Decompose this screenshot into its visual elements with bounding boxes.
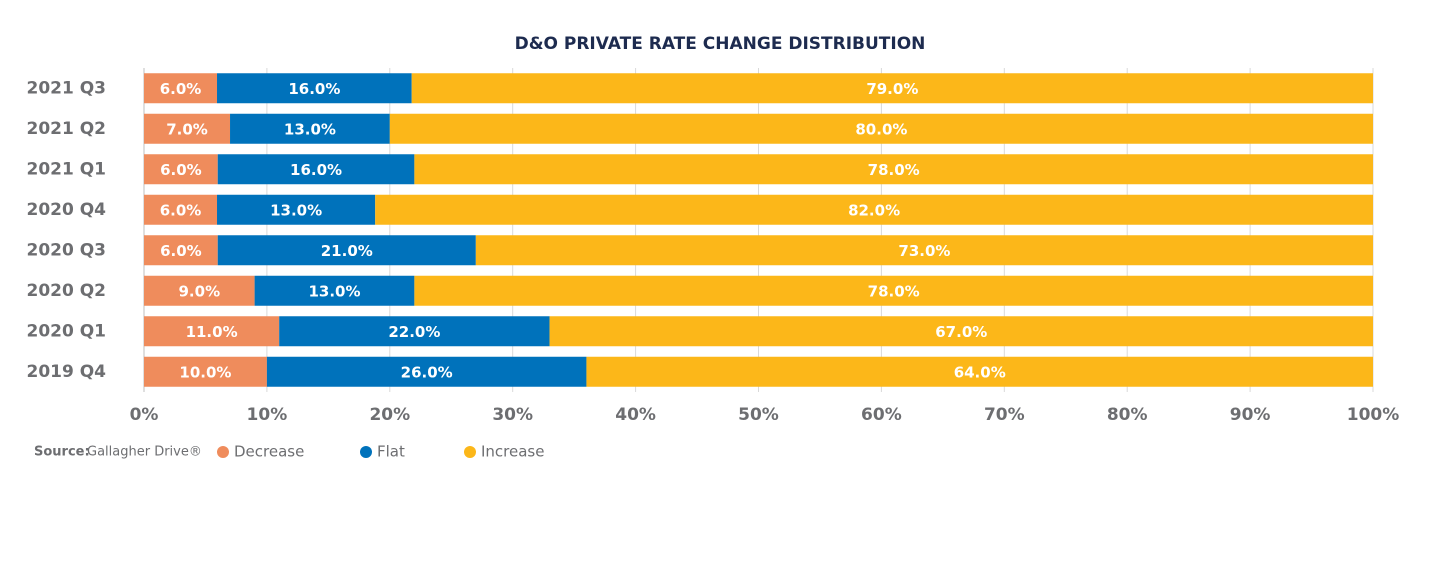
data-label: 9.0% <box>179 282 221 300</box>
bar-segment <box>414 275 1373 306</box>
data-label: 6.0% <box>160 161 202 179</box>
data-label: 64.0% <box>954 363 1006 381</box>
x-tick-label: 80% <box>1107 405 1148 425</box>
bar-segment <box>375 194 1374 225</box>
bar-segment <box>217 154 415 185</box>
y-tick-label: 2021 Q1 <box>26 159 106 179</box>
data-label: 6.0% <box>160 242 202 260</box>
x-tick-label: 70% <box>984 405 1025 425</box>
data-label: 82.0% <box>848 201 900 219</box>
x-tick-label: 100% <box>1347 405 1400 425</box>
data-label: 73.0% <box>898 242 950 260</box>
data-label: 21.0% <box>321 242 373 260</box>
bar-segment <box>144 113 231 144</box>
bar-segment <box>144 194 218 225</box>
data-label: 13.0% <box>284 120 336 138</box>
x-tick-label: 90% <box>1230 405 1271 425</box>
data-label: 26.0% <box>401 363 453 381</box>
bar-segment <box>279 316 550 347</box>
bar-segment <box>144 154 218 185</box>
bar-segment <box>266 356 587 387</box>
bar-segment <box>254 275 415 306</box>
x-tick-label: 50% <box>738 405 779 425</box>
y-tick-label: 2021 Q3 <box>26 78 106 98</box>
bar-segment <box>144 356 267 387</box>
x-tick-label: 30% <box>492 405 533 425</box>
y-tick-label: 2020 Q3 <box>26 240 106 260</box>
data-label: 10.0% <box>179 363 231 381</box>
bar-segment <box>414 154 1373 185</box>
x-tick-label: 40% <box>615 405 656 425</box>
bar-segment <box>230 113 390 144</box>
x-tick-label: 20% <box>369 405 410 425</box>
y-tick-label: 2021 Q2 <box>26 119 106 139</box>
bar-segment <box>144 73 218 104</box>
data-label: 22.0% <box>388 323 440 341</box>
bar-segment <box>411 73 1373 104</box>
x-tick-label: 0% <box>130 405 159 425</box>
bar-segment <box>144 275 255 306</box>
bar-segment <box>389 113 1373 144</box>
legend-swatch <box>217 446 229 458</box>
data-label: 6.0% <box>160 201 202 219</box>
source-label: Source: <box>34 445 90 460</box>
x-tick-label: 60% <box>861 405 902 425</box>
y-tick-label: 2020 Q1 <box>26 321 106 341</box>
data-label: 11.0% <box>186 323 238 341</box>
x-tick-label: 10% <box>247 405 288 425</box>
y-tick-label: 2020 Q4 <box>26 200 106 220</box>
legend-swatch <box>360 446 372 458</box>
bar-segment <box>217 235 476 266</box>
bar-segment <box>144 235 218 266</box>
legend-label: Flat <box>377 443 405 461</box>
y-tick-label: 2020 Q2 <box>26 281 106 301</box>
source: Gallagher Drive® <box>87 445 202 460</box>
legend-label: Decrease <box>234 443 304 461</box>
data-label: 78.0% <box>868 161 920 179</box>
legend-swatch <box>464 446 476 458</box>
data-label: 16.0% <box>288 80 340 98</box>
data-label: 6.0% <box>160 80 202 98</box>
data-label: 80.0% <box>855 120 907 138</box>
bar-segment <box>217 73 412 104</box>
bar-segment <box>475 235 1374 266</box>
data-label: 16.0% <box>290 161 342 179</box>
data-label: 13.0% <box>270 201 322 219</box>
bar-segment <box>549 316 1373 347</box>
y-tick-label: 2019 Q4 <box>26 362 106 382</box>
data-label: 13.0% <box>308 282 360 300</box>
data-label: 7.0% <box>166 120 208 138</box>
bar-segment <box>144 316 280 347</box>
legend-label: Increase <box>481 443 544 461</box>
data-label: 67.0% <box>935 323 987 341</box>
bar-segment <box>217 194 376 225</box>
bar-segment <box>586 356 1373 387</box>
data-label: 79.0% <box>866 80 918 98</box>
data-label: 78.0% <box>868 282 920 300</box>
chart-title: D&O PRIVATE RATE CHANGE DISTRIBUTION <box>515 34 926 54</box>
